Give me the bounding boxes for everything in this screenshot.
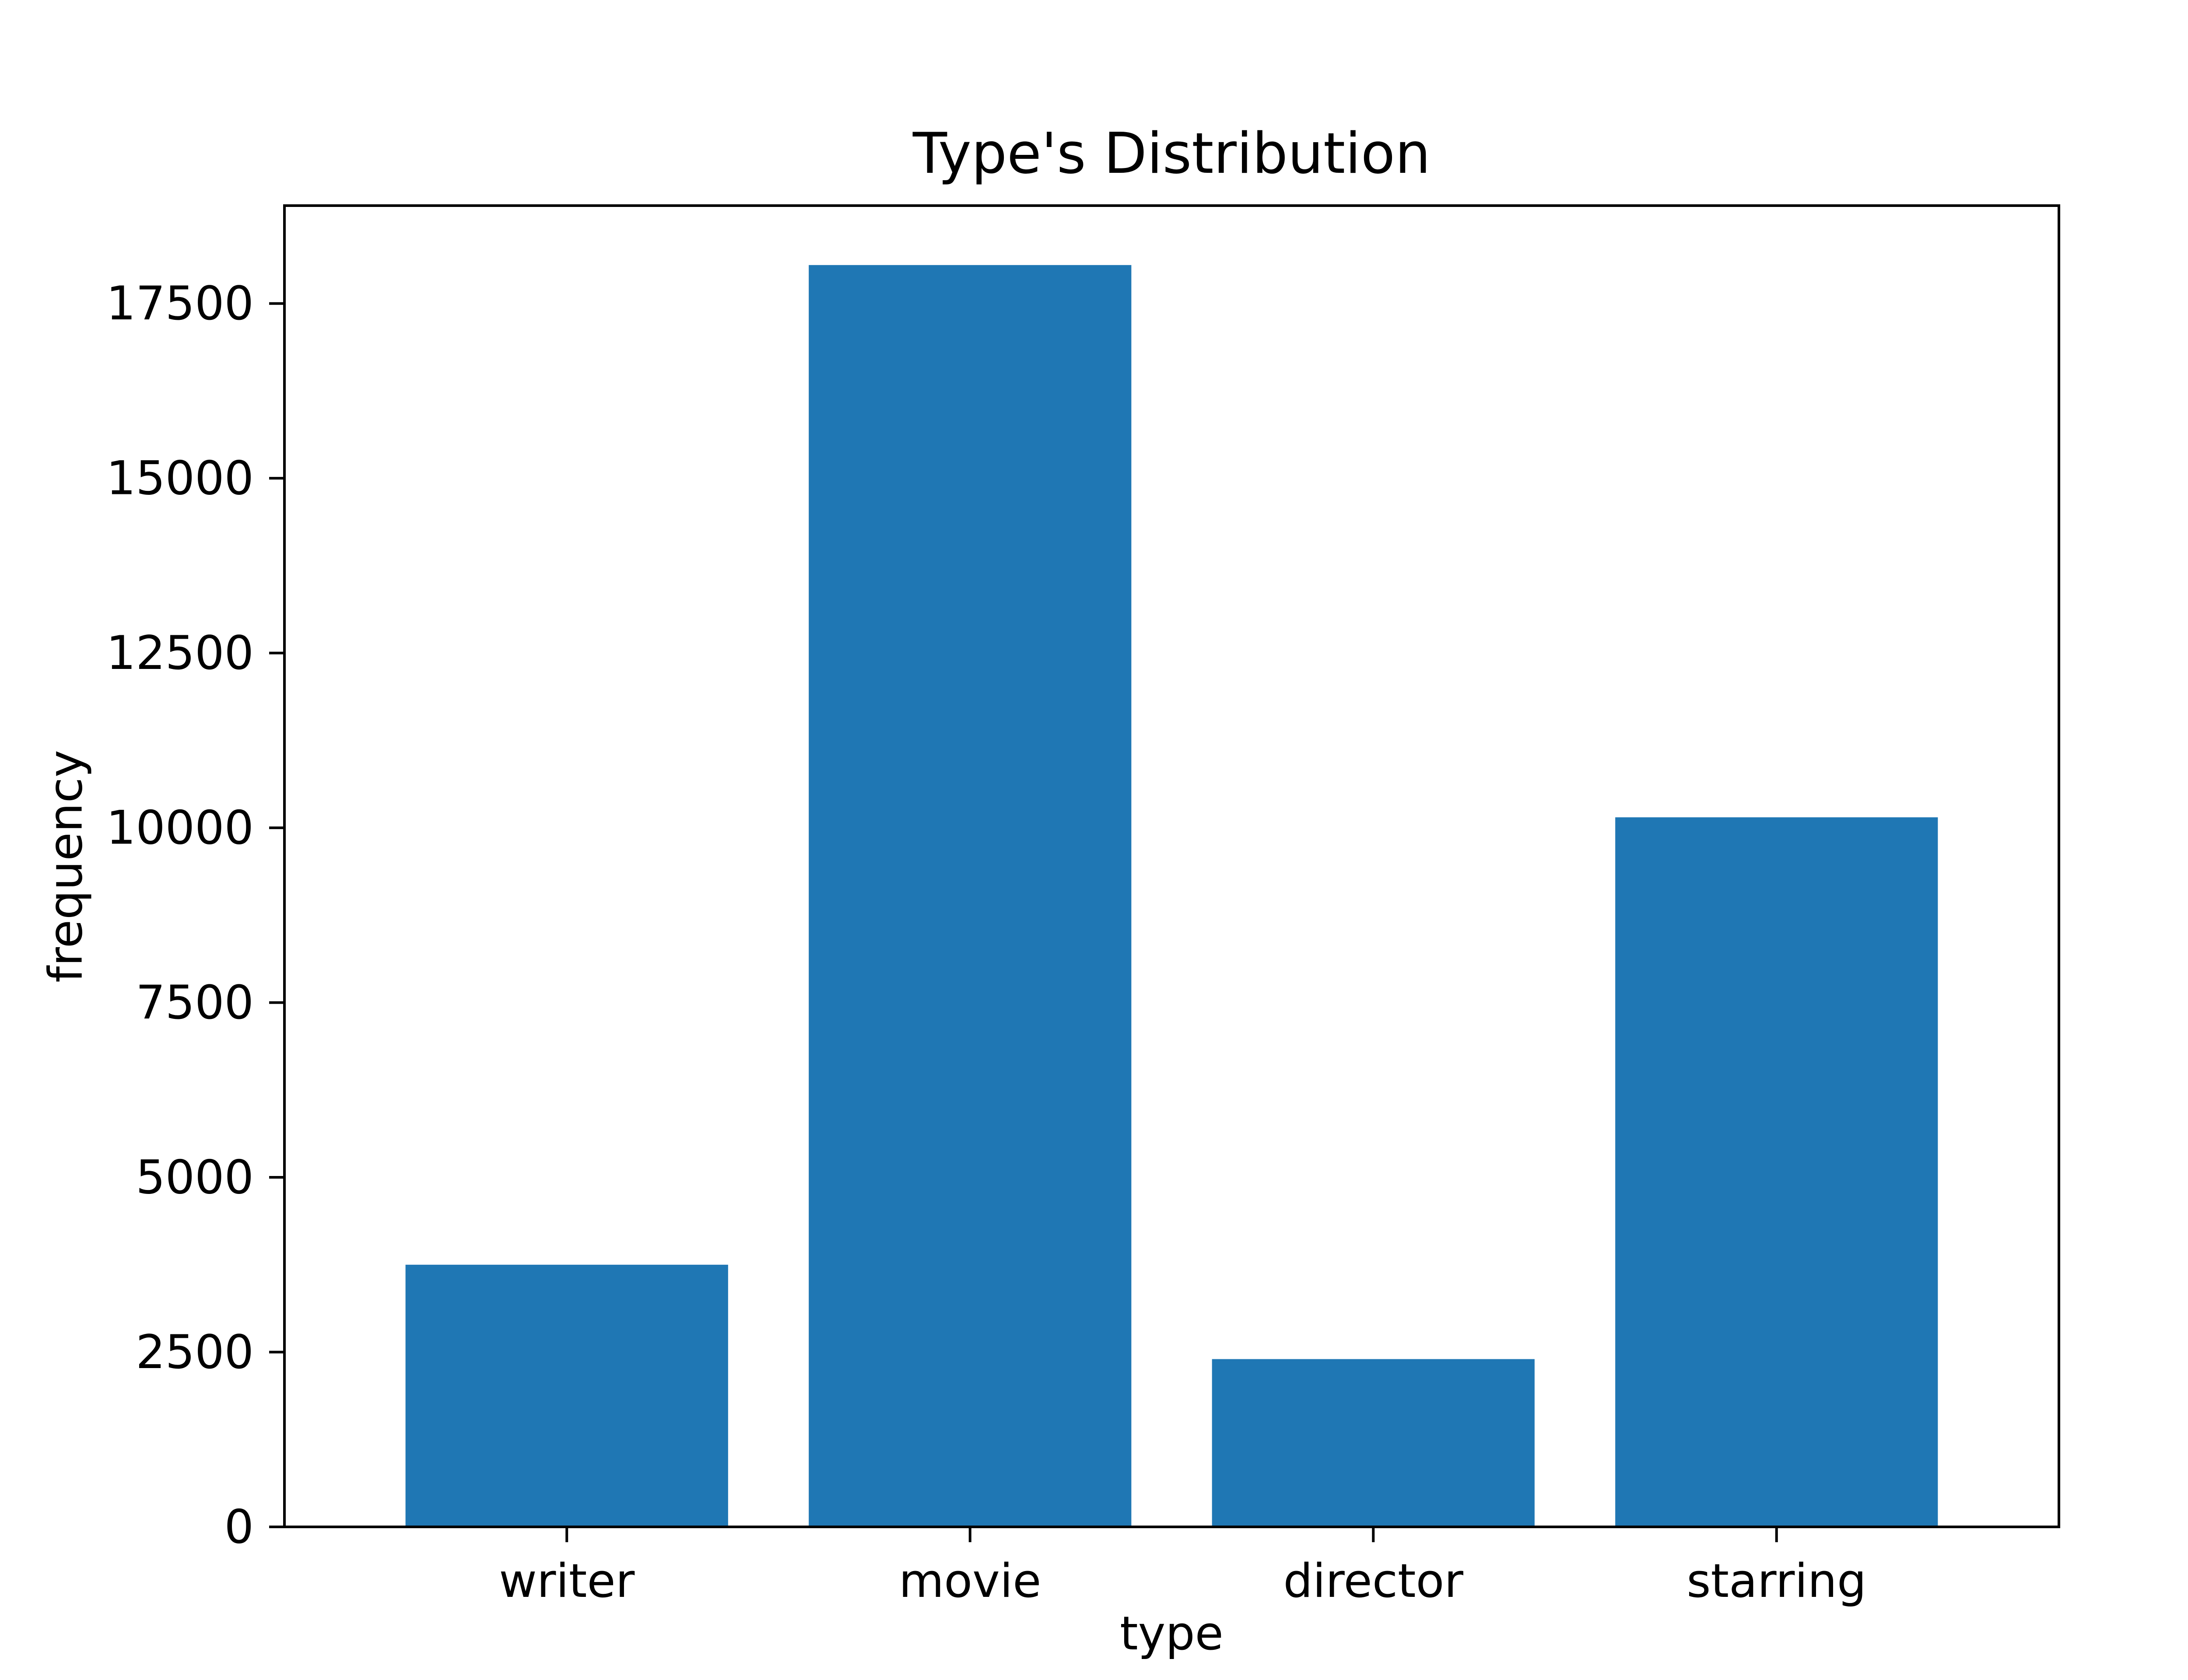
y-tick-label: 0 [224,1500,254,1554]
x-tick-label: writer [499,1554,635,1608]
y-tick-label: 17500 [106,276,254,330]
y-tick-label: 7500 [136,976,254,1029]
bar-movie [809,265,1132,1527]
plot-frame [283,204,2060,1528]
y-tick-label: 12500 [106,626,254,680]
y-axis-label: frequency [39,750,93,983]
bar-writer [405,1264,728,1527]
x-tick-label: director [1283,1554,1464,1608]
bar-starring [1615,817,1938,1527]
x-axis-label: type [1120,1606,1224,1660]
bar-director [1212,1359,1535,1527]
y-tick-label: 5000 [136,1151,254,1204]
x-tick-label: movie [899,1554,1041,1608]
y-axis: 0 2500 5000 7500 10000 12500 15000 17500 [106,276,284,1554]
y-tick-label: 10000 [106,801,254,855]
y-tick-label: 2500 [136,1325,254,1379]
x-tick-label: starring [1687,1554,1866,1608]
x-axis: writer movie director starring [499,1527,1866,1608]
chart-title: Type's Distribution [912,121,1431,186]
bars [405,265,1938,1527]
y-tick-label: 15000 [106,452,254,505]
